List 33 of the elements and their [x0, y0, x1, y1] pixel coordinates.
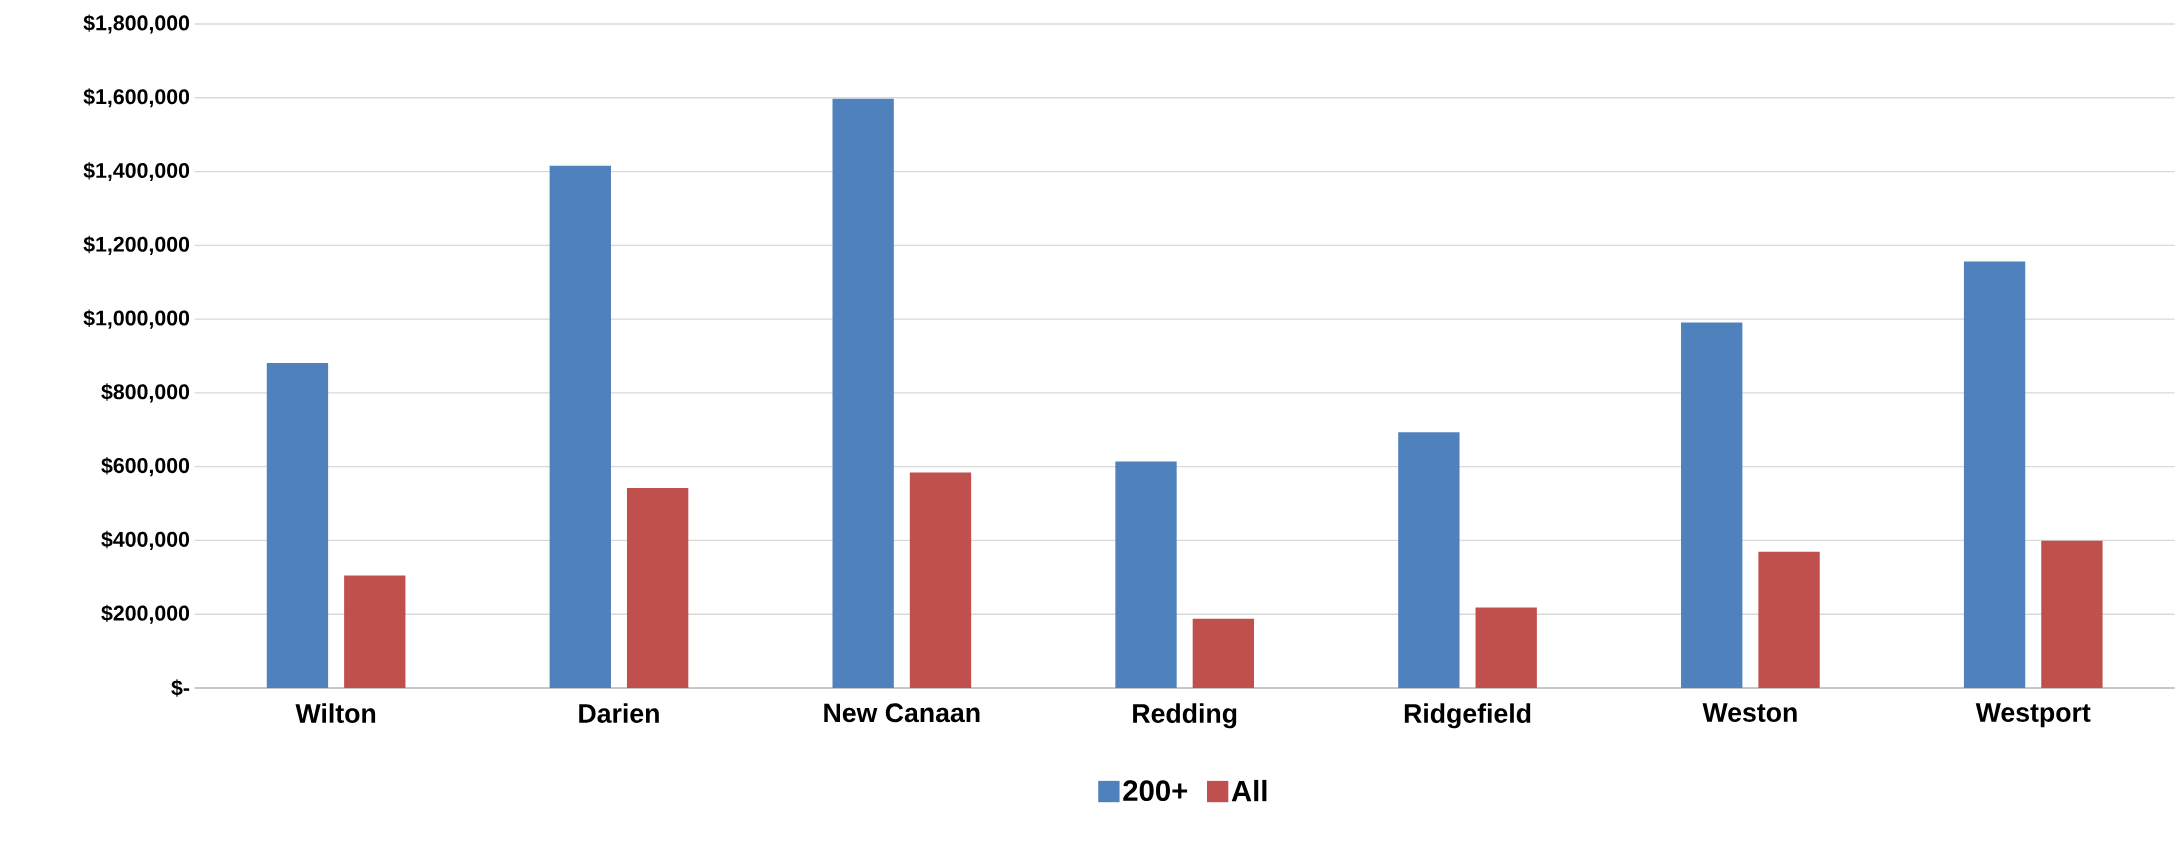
y-tick-label: $1,400,000 [83, 161, 190, 182]
bar [344, 575, 406, 688]
y-tick-label: $600,000 [101, 457, 190, 477]
bar [1398, 432, 1460, 688]
y-tick-label: $1,800,000 [83, 14, 190, 34]
y-tick-label: $400,000 [101, 530, 190, 550]
bar [2041, 540, 2103, 688]
bar [1115, 461, 1177, 688]
x-tick-label: Darien [579, 703, 659, 723]
y-tick-label: $800,000 [101, 383, 190, 403]
x-tick-label: New Canaan [824, 703, 980, 723]
legend-label: 200+ [1123, 780, 1188, 802]
bar [1681, 322, 1743, 688]
y-tick-label: $1,600,000 [83, 88, 190, 108]
bar [832, 98, 894, 688]
x-tick-label: Ridgefield [1404, 703, 1531, 729]
x-tick-label: Redding [1133, 703, 1237, 729]
bar [1192, 618, 1255, 688]
x-tick-label: Wilton [295, 703, 376, 723]
bar [626, 488, 689, 688]
bar [549, 165, 611, 688]
bar [1758, 551, 1820, 688]
y-tick-label: $1,000,000 [83, 309, 190, 329]
y-tick-label: $1,200,000 [83, 235, 190, 255]
x-tick-label: Weston [1702, 703, 1797, 722]
x-tick-label: Westport [1975, 703, 2091, 728]
y-tick-label: $- [171, 679, 190, 697]
bar [1475, 607, 1537, 688]
bar [266, 363, 329, 688]
bar [1963, 261, 2026, 688]
bar [909, 472, 972, 688]
legend-label: All [1231, 779, 1267, 802]
y-tick-label: $200,000 [101, 604, 190, 624]
